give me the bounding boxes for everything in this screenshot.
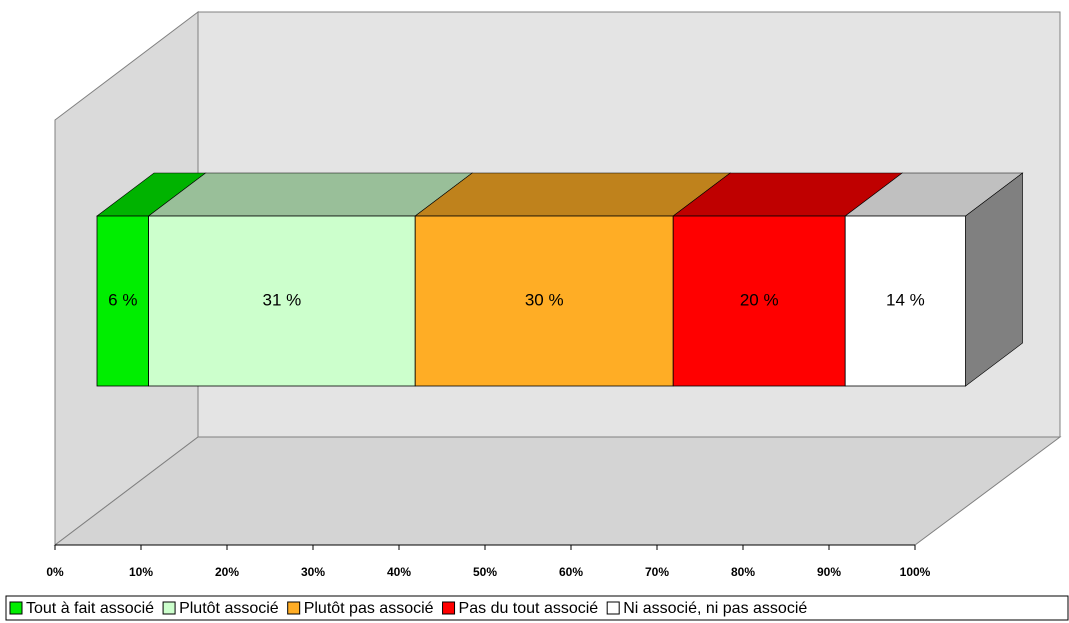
legend-swatch bbox=[606, 601, 620, 615]
x-tick-label: 70% bbox=[645, 565, 669, 579]
x-tick-label: 30% bbox=[301, 565, 325, 579]
bar bbox=[148, 215, 416, 387]
legend-label: Ni associé, ni pas associé bbox=[623, 600, 807, 617]
x-tick-label: 40% bbox=[387, 565, 411, 579]
legend-swatch bbox=[287, 601, 301, 615]
data-label: 14 % bbox=[886, 290, 925, 309]
legend-label: Plutôt pas associé bbox=[304, 600, 434, 617]
legend-swatch bbox=[9, 601, 23, 615]
bar bbox=[844, 215, 967, 387]
legend-label: Plutôt associé bbox=[179, 600, 279, 617]
data-label: 20 % bbox=[740, 290, 779, 309]
x-tick-label: 20% bbox=[215, 565, 239, 579]
x-tick-label: 80% bbox=[731, 565, 755, 579]
legend-swatch bbox=[442, 601, 456, 615]
bar bbox=[672, 215, 846, 387]
data-label: 31 % bbox=[263, 290, 302, 309]
legend-frame bbox=[5, 595, 1069, 621]
data-label: 6 % bbox=[108, 290, 137, 309]
legend-swatch bbox=[162, 601, 176, 615]
x-tick-label: 100% bbox=[900, 565, 931, 579]
floor bbox=[53, 436, 1062, 546]
x-tick-label: 90% bbox=[817, 565, 841, 579]
legend-label: Tout à fait associé bbox=[26, 600, 154, 617]
bar-side bbox=[965, 172, 1023, 387]
bar bbox=[414, 215, 674, 387]
data-label: 30 % bbox=[525, 290, 564, 309]
legend-label: Pas du tout associé bbox=[459, 600, 599, 617]
x-tick-label: 0% bbox=[46, 565, 64, 579]
bar bbox=[96, 215, 149, 387]
x-tick-label: 10% bbox=[129, 565, 153, 579]
x-tick-label: 50% bbox=[473, 565, 497, 579]
x-tick-label: 60% bbox=[559, 565, 583, 579]
